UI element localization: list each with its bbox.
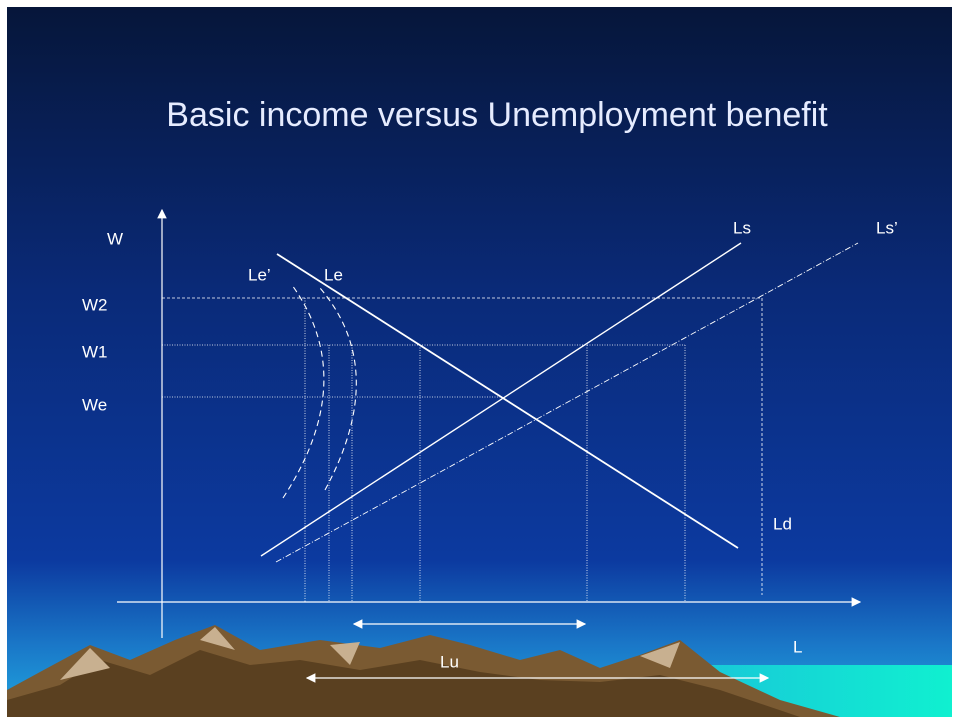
wage-label: W1 [82,342,108,361]
title: Basic income versus Unemployment benefit [166,96,828,134]
curve-label: Ls [733,218,751,237]
curve-label: Le’ [248,265,271,284]
curve-label: Ld [773,514,792,533]
wage-label: W2 [82,295,108,314]
slide: Basic income versus Unemployment benefit… [0,0,959,724]
axis-label: W [107,229,123,248]
page: Basic income versus Unemployment benefit… [0,0,959,724]
range-label: Lu [440,652,459,671]
curve-label: Le [324,265,343,284]
axis-label: L [793,637,802,656]
wage-label: We [82,395,107,414]
curve-label: Ls’ [876,218,898,237]
